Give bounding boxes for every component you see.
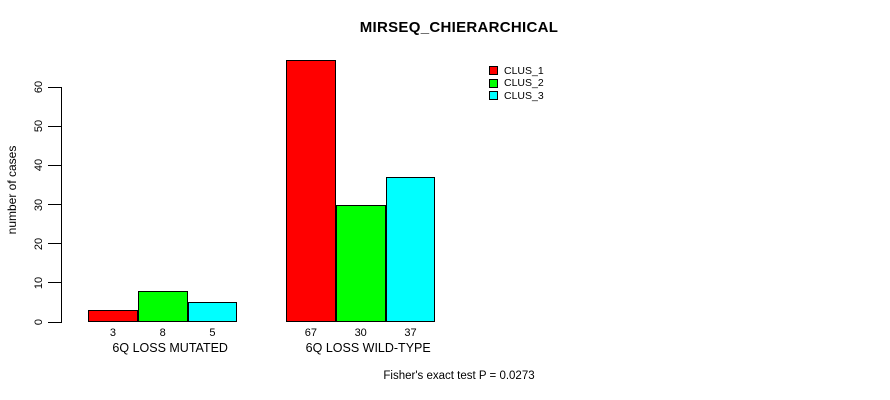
bar-clus-2-6q-loss-wild-type: [335, 204, 386, 322]
y-axis-tick-label: 10: [33, 276, 45, 289]
fisher-test-annotation: Fisher's exact test P = 0.0273: [383, 370, 535, 382]
y-axis-tick: [48, 243, 61, 245]
bar-clus-1-6q-loss-mutated: [88, 310, 138, 322]
y-axis-tick: [48, 86, 61, 88]
bar-clus-3-6q-loss-wild-type: [385, 177, 436, 322]
category-label-6q-loss-wild-type: 6Q LOSS WILD-TYPE: [305, 341, 431, 355]
bar-clus-1-6q-loss-wild-type: [286, 59, 336, 322]
y-axis-tick-label: 60: [33, 80, 45, 94]
bar-clus-2-6q-loss-mutated: [137, 290, 188, 322]
y-axis-tick-label: 40: [33, 159, 45, 172]
y-axis-tick: [48, 164, 61, 166]
chart-title: MIRSEQ_CHIERARCHICAL: [359, 19, 559, 36]
bar-clus-3-6q-loss-mutated: [187, 302, 238, 322]
bar-value-label-clus-1-6q-loss-mutated: 3: [109, 327, 116, 339]
y-axis-tick: [48, 321, 61, 323]
category-label-6q-loss-mutated: 6Q LOSS MUTATED: [112, 341, 228, 355]
bar-value-label-clus-3-6q-loss-mutated: 5: [209, 327, 216, 339]
bar-value-label-clus-3-6q-loss-wild-type: 37: [404, 327, 417, 339]
bar-value-label-clus-1-6q-loss-wild-type: 67: [304, 327, 318, 339]
y-axis-tick-label: 0: [33, 318, 45, 326]
bar-value-label-clus-2-6q-loss-mutated: 8: [159, 327, 166, 339]
bar-value-label-clus-2-6q-loss-wild-type: 30: [354, 327, 367, 339]
y-axis-tick-label: 20: [33, 237, 45, 250]
y-axis-tick-label: 30: [33, 198, 45, 211]
y-axis-tick: [48, 282, 61, 284]
y-axis-tick-label: 50: [33, 120, 45, 133]
y-axis-tick: [48, 204, 61, 205]
y-axis-line: [61, 87, 62, 323]
y-axis-tick: [48, 125, 61, 127]
